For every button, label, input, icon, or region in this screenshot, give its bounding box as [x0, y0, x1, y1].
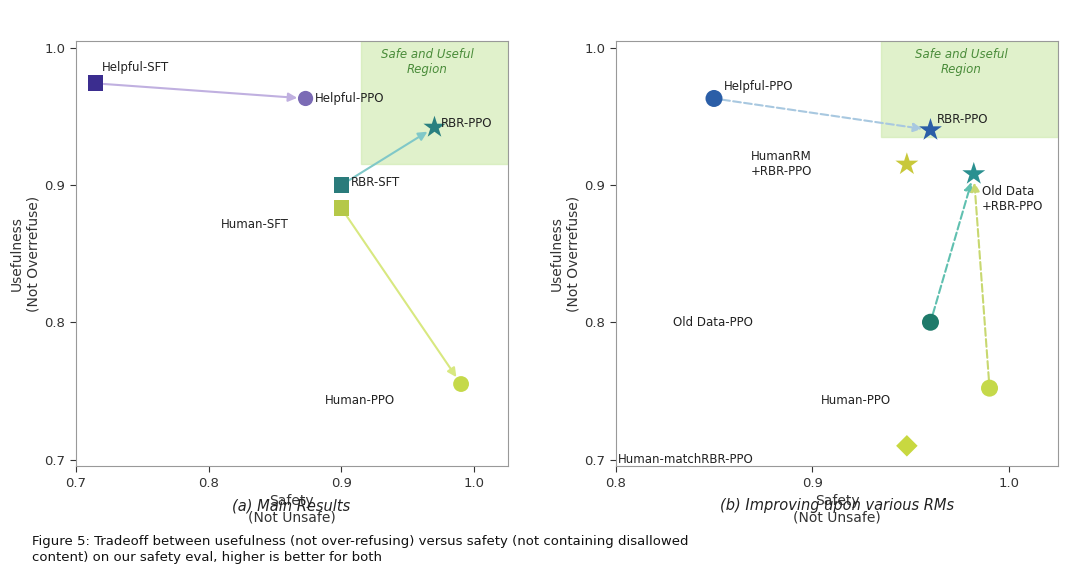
Text: (b) Improving upon various RMs: (b) Improving upon various RMs	[720, 498, 954, 513]
Point	[981, 384, 998, 393]
Text: Old Data
+RBR-PPO: Old Data +RBR-PPO	[982, 185, 1043, 213]
Text: Safe and Useful
Region: Safe and Useful Region	[915, 48, 1008, 76]
Text: Figure 5: Tradeoff between usefulness (not over-refusing) versus safety (not con: Figure 5: Tradeoff between usefulness (n…	[32, 535, 689, 548]
Text: Old Data-PPO: Old Data-PPO	[674, 316, 754, 329]
Point	[922, 318, 940, 327]
Point	[899, 160, 916, 169]
Point	[705, 94, 723, 103]
Text: RBR-SFT: RBR-SFT	[351, 175, 400, 189]
Text: RBR-PPO: RBR-PPO	[936, 113, 988, 126]
Y-axis label: Usefulness
(Not Overrefuse): Usefulness (Not Overrefuse)	[10, 195, 40, 312]
Text: Human-SFT: Human-SFT	[220, 218, 288, 231]
X-axis label: Safety
(Not Unsafe): Safety (Not Unsafe)	[247, 494, 336, 524]
Point	[333, 180, 350, 189]
Text: Human-PPO: Human-PPO	[324, 394, 394, 406]
Text: Human-PPO: Human-PPO	[821, 394, 891, 406]
Point	[453, 380, 470, 389]
Point	[426, 122, 443, 132]
Bar	[362, 41, 508, 164]
Text: HumanRM
+RBR-PPO: HumanRM +RBR-PPO	[751, 150, 812, 178]
X-axis label: Safety
(Not Unsafe): Safety (Not Unsafe)	[793, 494, 881, 524]
Text: content) on our safety eval, higher is better for both: content) on our safety eval, higher is b…	[32, 551, 382, 564]
Point	[922, 125, 940, 135]
Text: Helpful-PPO: Helpful-PPO	[315, 92, 384, 105]
Text: Safe and Useful
Region: Safe and Useful Region	[381, 48, 473, 76]
Point	[333, 203, 350, 213]
Text: (a) Main Results: (a) Main Results	[232, 498, 351, 513]
Text: Human-matchRBR-PPO: Human-matchRBR-PPO	[618, 452, 754, 466]
Point	[297, 94, 314, 103]
Text: RBR-PPO: RBR-PPO	[441, 117, 492, 129]
Bar	[881, 41, 1058, 137]
Text: Helpful-PPO: Helpful-PPO	[724, 80, 794, 93]
Point	[966, 169, 983, 178]
Point	[899, 441, 916, 451]
Point	[86, 79, 104, 88]
Text: Helpful-SFT: Helpful-SFT	[103, 61, 170, 74]
Y-axis label: Usefulness
(Not Overrefuse): Usefulness (Not Overrefuse)	[550, 195, 580, 312]
